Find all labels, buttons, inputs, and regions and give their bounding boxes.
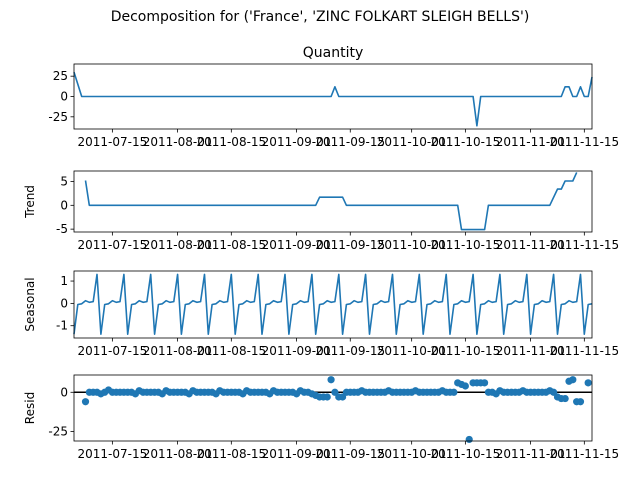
panel-4: -2502011-07-152011-08-012011-08-152011-0… (23, 374, 619, 461)
resid-point (327, 376, 335, 384)
x-tick-label: 2011-09-15 (315, 344, 385, 358)
resid-point (461, 382, 469, 390)
chart-panels: -250252011-07-152011-08-012011-08-152011… (23, 45, 619, 461)
resid-point (450, 388, 458, 396)
x-tick-label: 2011-08-01 (143, 447, 213, 461)
resid-point (561, 394, 569, 403)
y-tick-label: -25 (48, 425, 68, 439)
resid-point (576, 398, 585, 406)
resid-point (323, 393, 331, 401)
series-line-3 (73, 273, 593, 336)
y-tick-label: 5 (60, 174, 68, 188)
x-tick-label: 2011-09-01 (262, 135, 332, 149)
resid-point (480, 379, 489, 387)
x-tick-label: 2011-08-15 (196, 447, 266, 461)
y-tick-label: -1 (56, 319, 68, 333)
x-tick-label: 2011-11-01 (496, 344, 566, 358)
x-tick-label: 2011-09-15 (315, 135, 385, 149)
resid-point (465, 435, 473, 444)
x-tick-label: 2011-10-15 (431, 135, 501, 149)
axes-frame (73, 374, 593, 442)
x-tick-label: 2011-08-01 (143, 344, 213, 358)
resid-point (81, 398, 90, 406)
x-tick-label: 2011-08-01 (143, 135, 213, 149)
axes-frame (73, 270, 593, 339)
y-tick-label: 0 (60, 90, 68, 104)
y-tick-label: 25 (53, 69, 68, 83)
x-tick-label: 2011-11-15 (549, 447, 619, 461)
panel-2: -5052011-07-152011-08-012011-08-152011-0… (23, 170, 619, 252)
x-tick-label: 2011-09-15 (315, 447, 385, 461)
x-tick-label: 2011-08-01 (143, 238, 213, 252)
y-axis-label: Resid (23, 392, 37, 424)
y-tick-label: 0 (60, 296, 68, 310)
resid-point (569, 376, 577, 384)
panel-3: -1012011-07-152011-08-012011-08-152011-0… (23, 270, 619, 358)
series-line-1 (73, 71, 593, 127)
x-tick-label: 2011-10-15 (431, 238, 501, 252)
y-axis-label: Seasonal (23, 277, 37, 331)
x-tick-label: 2011-09-01 (262, 238, 332, 252)
resid-point (584, 379, 592, 387)
x-tick-label: 2011-07-15 (77, 238, 147, 252)
x-tick-label: 2011-09-15 (315, 238, 385, 252)
x-tick-label: 2011-11-01 (496, 238, 566, 252)
x-tick-label: 2011-09-01 (262, 344, 332, 358)
x-tick-label: 2011-10-01 (377, 135, 447, 149)
panel-title: Quantity (303, 45, 364, 61)
x-tick-label: 2011-10-01 (377, 238, 447, 252)
x-tick-label: 2011-11-15 (549, 135, 619, 149)
x-tick-label: 2011-09-01 (262, 447, 332, 461)
x-tick-label: 2011-10-01 (377, 447, 447, 461)
x-tick-label: 2011-10-01 (377, 344, 447, 358)
x-tick-label: 2011-08-15 (196, 238, 266, 252)
y-tick-label: -25 (48, 110, 68, 124)
x-tick-label: 2011-07-15 (77, 447, 147, 461)
y-axis-label: Trend (23, 185, 37, 219)
x-tick-label: 2011-07-15 (77, 344, 147, 358)
y-tick-label: 1 (60, 274, 68, 288)
x-tick-label: 2011-11-01 (496, 447, 566, 461)
x-tick-label: 2011-11-15 (549, 238, 619, 252)
figure-title: Decomposition for ('France', 'ZINC FOLKA… (111, 9, 530, 25)
x-tick-label: 2011-08-15 (196, 135, 266, 149)
x-tick-label: 2011-11-15 (549, 344, 619, 358)
series-line-2 (84, 172, 578, 231)
x-tick-label: 2011-10-15 (431, 447, 501, 461)
y-tick-label: -5 (56, 222, 68, 236)
x-tick-label: 2011-10-15 (431, 344, 501, 358)
axes-frame (73, 170, 593, 233)
x-tick-label: 2011-08-15 (196, 344, 266, 358)
panel-1: -250252011-07-152011-08-012011-08-152011… (48, 45, 619, 149)
x-tick-label: 2011-07-15 (77, 135, 147, 149)
x-tick-label: 2011-11-01 (496, 135, 566, 149)
y-tick-label: 0 (60, 198, 68, 212)
y-tick-label: 0 (60, 385, 68, 399)
